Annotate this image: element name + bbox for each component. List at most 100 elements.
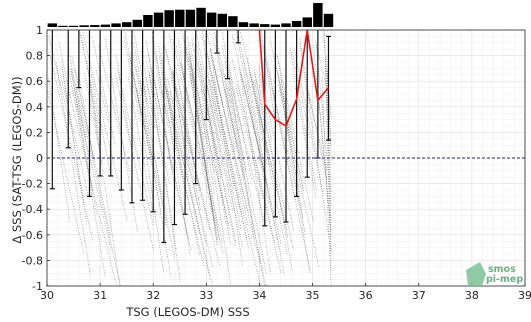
scatter-point: [69, 53, 89, 158]
histogram-bar: [249, 23, 259, 27]
x-tick-label: 35: [306, 289, 320, 302]
y-tick-label: 0.2: [26, 126, 44, 139]
scatter-point: [322, 30, 332, 118]
scatter-point: [161, 92, 205, 267]
scatter-point: [133, 78, 147, 133]
scatter-point: [213, 65, 261, 263]
scatter-point: [206, 87, 224, 169]
x-tick-label: 31: [93, 289, 107, 302]
histogram-bar: [153, 12, 164, 27]
scatter-point: [235, 29, 269, 204]
scatter-point: [232, 59, 276, 244]
histogram-bar: [79, 25, 89, 27]
y-tick-label: 0: [36, 152, 43, 165]
histogram-bar: [313, 3, 323, 27]
scatter-point: [237, 85, 282, 274]
scatter-point: [198, 63, 222, 179]
scatter-point: [130, 42, 162, 215]
scatter-point: [289, 47, 317, 191]
scatter-point: [249, 72, 289, 238]
scatter-point: [128, 76, 154, 217]
x-tick-label: 32: [146, 289, 160, 302]
scatter-point: [151, 37, 172, 171]
scatter-point: [145, 61, 160, 115]
histogram-bar: [196, 7, 206, 28]
smos-pimep-logo: smos pi-mep: [466, 262, 523, 286]
scatter-point: [242, 59, 285, 275]
y-tick-label: 1: [36, 24, 43, 37]
scatter-point: [254, 69, 267, 133]
scatter-point: [324, 61, 332, 272]
y-tick-label: -1: [32, 280, 43, 293]
scatter-point: [137, 90, 176, 260]
scatter-point: [239, 69, 282, 244]
scatter-point: [254, 80, 270, 167]
scatter-point: [216, 40, 231, 104]
histogram-bar: [228, 16, 238, 27]
x-tick-label: 33: [199, 289, 213, 302]
scatter-point: [201, 36, 216, 117]
y-tick-label: 0.6: [26, 75, 44, 88]
y-tick-label: -0.2: [22, 178, 43, 191]
scatter-point: [324, 32, 332, 221]
histogram-bar: [302, 17, 312, 27]
x-tick-label: 37: [412, 289, 426, 302]
histogram-bar: [58, 25, 68, 27]
scatter-point: [59, 70, 90, 200]
scatter-point: [258, 74, 273, 141]
histogram-bar: [206, 12, 217, 27]
x-axis-title: TSG (LEGOS-DM) SSS: [125, 305, 249, 319]
histogram-bar: [175, 9, 185, 27]
histogram-bar: [238, 22, 249, 27]
scatter-point: [200, 88, 232, 287]
logo-text-bottom: pi-mep: [486, 274, 523, 285]
scatter-point: [191, 64, 230, 230]
scatter-point: [70, 68, 106, 278]
scatter-point: [276, 53, 315, 224]
scatter-point: [278, 73, 310, 271]
scatter-point: [97, 44, 131, 173]
scatter-point: [299, 43, 332, 253]
scatter-point: [188, 57, 227, 213]
histogram-bar: [100, 24, 111, 27]
histogram-bar: [143, 15, 153, 27]
scatter-point: [172, 71, 188, 167]
scatter-point: [206, 31, 249, 227]
scatter-point: [251, 74, 277, 191]
scatter-point: [250, 74, 265, 151]
scatter-point: [163, 44, 211, 231]
scatter-point: [139, 80, 172, 279]
scatter-point: [178, 81, 194, 154]
histogram-bar: [291, 21, 302, 27]
scatter-point: [222, 69, 245, 179]
scatter-point: [50, 56, 94, 242]
histogram-bar: [185, 9, 196, 27]
scatter-point: [48, 35, 71, 127]
histogram-bar: [132, 19, 142, 27]
scatter-point: [115, 53, 134, 160]
histogram-bar: [164, 10, 174, 27]
scatter-point: [177, 37, 189, 104]
scatter-point: [209, 48, 243, 266]
scatter-point: [175, 46, 224, 245]
x-tick-label: 34: [252, 289, 266, 302]
scatter-point: [258, 64, 294, 230]
scatter-point: [203, 90, 226, 223]
scatter-point: [161, 72, 191, 258]
error-bars: [49, 30, 331, 244]
scatter-point: [117, 69, 154, 226]
scatter-point: [245, 84, 280, 249]
scatter-point: [291, 51, 311, 138]
scatter-point: [315, 45, 332, 204]
scatter-point: [189, 43, 216, 195]
y-tick-label: -0.4: [22, 203, 43, 216]
scatter-point: [75, 84, 121, 286]
scatter-point: [141, 76, 153, 129]
scatter-point: [186, 37, 220, 242]
scatter-point: [95, 70, 110, 125]
scatter-point: [261, 45, 304, 219]
scatter-point: [237, 30, 251, 89]
logo-mark-icon: [466, 262, 486, 286]
scatter-point: [74, 69, 94, 158]
scatter-point: [179, 62, 213, 213]
